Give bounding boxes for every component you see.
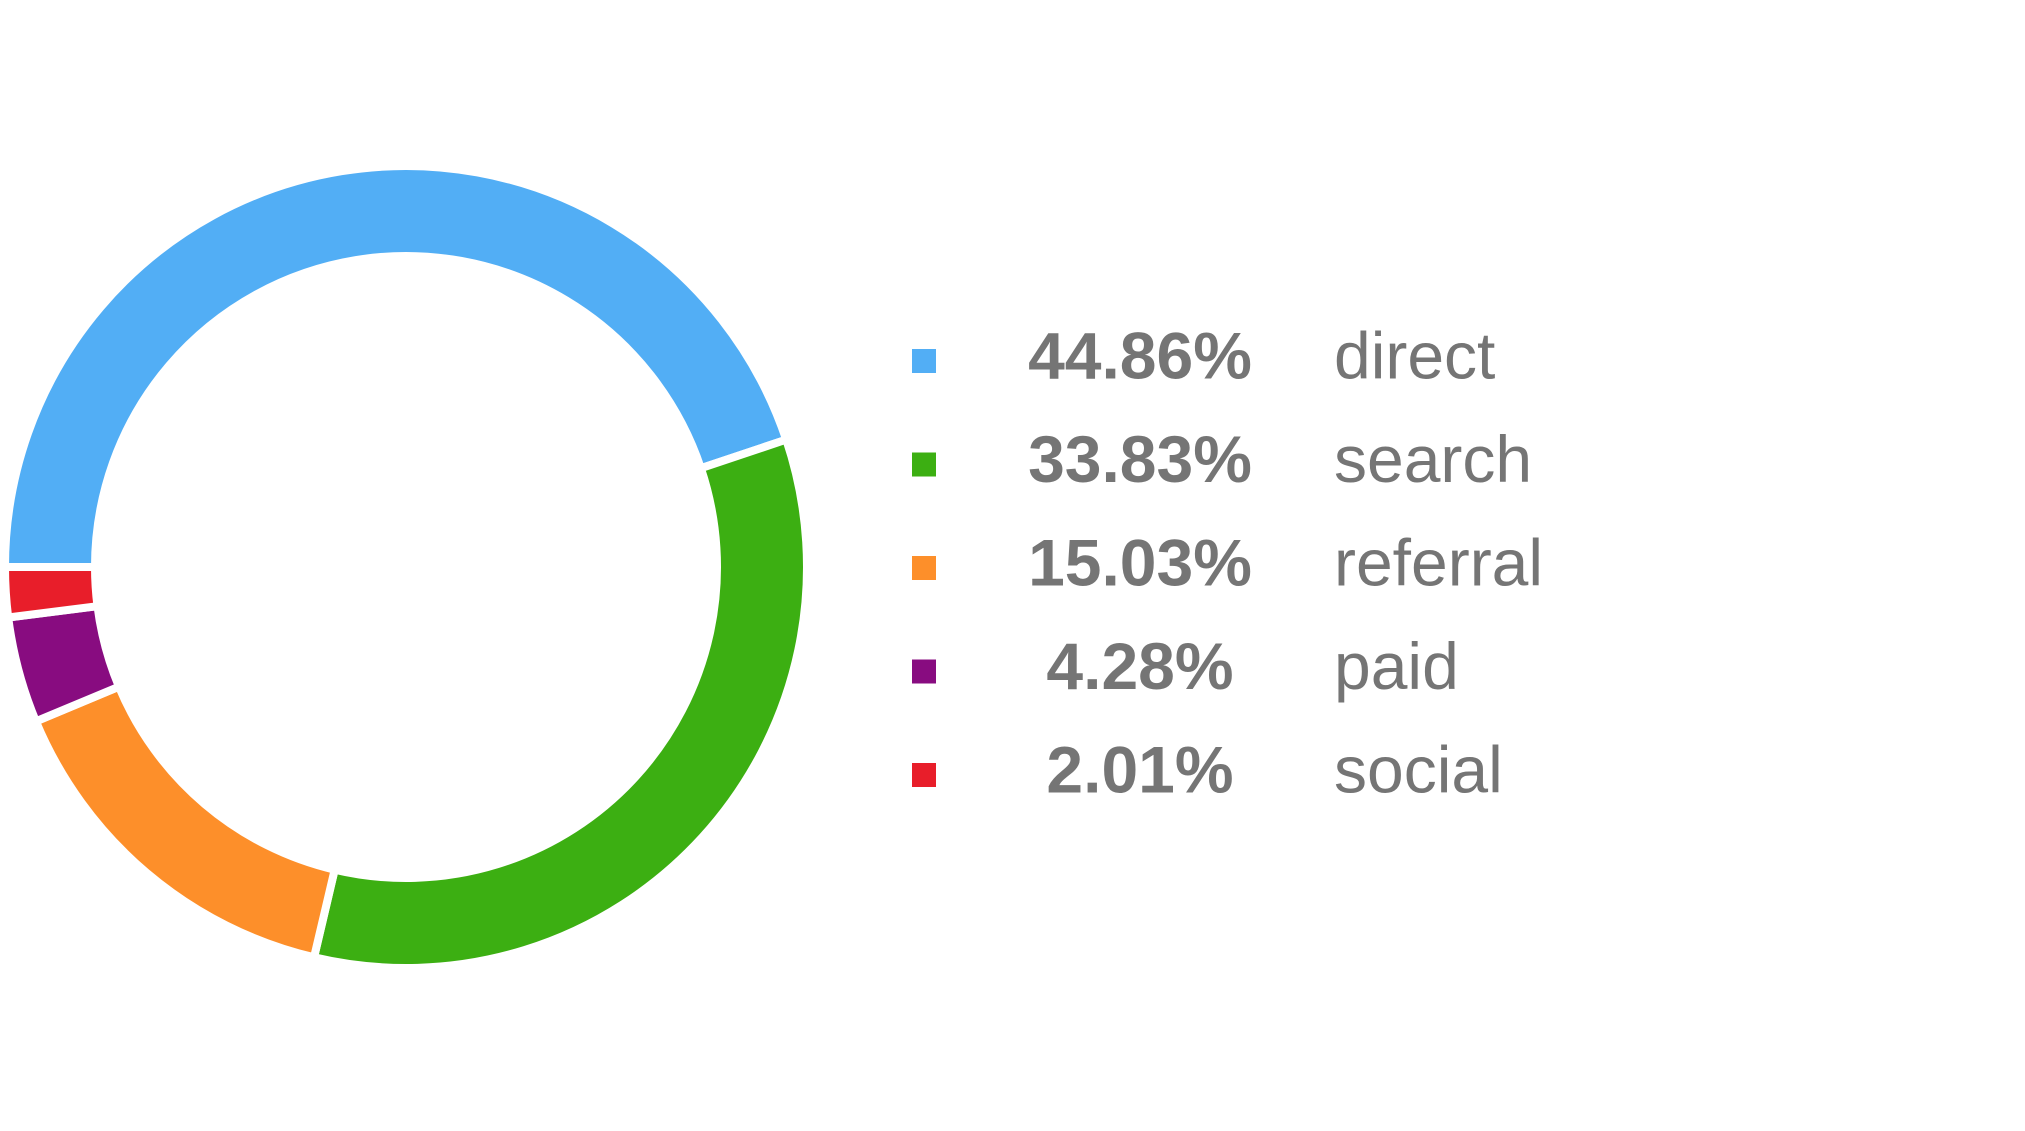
legend-swatch xyxy=(912,763,936,787)
value-label: 44.86% xyxy=(1028,318,1252,392)
donut-segment xyxy=(0,162,792,571)
legend-label: referral xyxy=(1334,525,1543,599)
donut-segment xyxy=(30,681,340,963)
donut-segment xyxy=(0,563,102,622)
legend-label: search xyxy=(1334,422,1532,496)
legend-swatch xyxy=(912,556,936,580)
legend-swatch xyxy=(912,659,936,684)
value-label: 2.01% xyxy=(1046,732,1233,806)
legend-label: direct xyxy=(1334,318,1495,392)
legend-swatch xyxy=(912,452,936,477)
value-label: 4.28% xyxy=(1046,629,1233,703)
legend-label: social xyxy=(1334,732,1503,806)
value-label: 15.03% xyxy=(1028,525,1252,599)
legend-swatch xyxy=(912,349,936,373)
value-label: 33.83% xyxy=(1028,422,1252,496)
legend-label: paid xyxy=(1334,629,1459,703)
donut-segment xyxy=(309,434,811,972)
